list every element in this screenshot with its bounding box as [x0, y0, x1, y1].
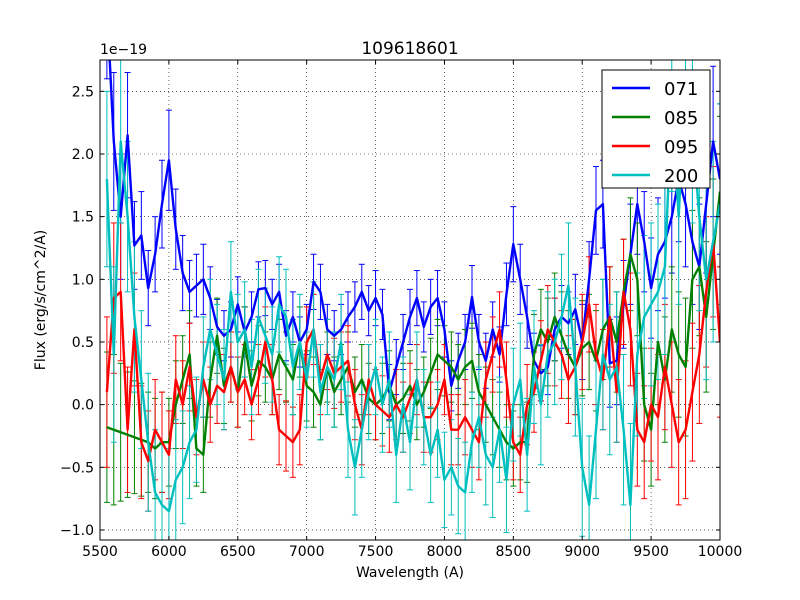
plot-area: 5500 6000 6500 7000 7500 8000 8500 9000 9500 1000… — [60, 59, 743, 560]
y-tick-label: 0.5 — [72, 335, 94, 351]
legend-label-085: 085 — [664, 108, 698, 129]
x-tick-label: 5500 — [82, 544, 118, 560]
series-line-071 — [108, 60, 720, 394]
y-tick-label: 1.5 — [72, 210, 94, 226]
x-tick-label: 8000 — [427, 544, 463, 560]
x-tick-label: 10000 — [698, 544, 743, 560]
legend-label-095: 095 — [664, 137, 698, 158]
y-axis-label: Flux (erg/s/cm^2/A) — [33, 230, 49, 370]
y-tick-label: 2.0 — [72, 147, 94, 163]
x-tick-label: 9000 — [564, 544, 600, 560]
y-tick-label: −0.5 — [60, 460, 94, 476]
legend-label-200: 200 — [664, 166, 698, 187]
series-layer — [103, 60, 720, 540]
x-tick-label: 6000 — [151, 544, 187, 560]
legend-box — [601, 69, 711, 189]
x-tick-label: 8500 — [496, 544, 532, 560]
series-line-085 — [106, 191, 720, 456]
x-axis-label: Wavelength (A) — [356, 565, 464, 581]
x-tick-label: 7000 — [289, 544, 325, 560]
series-line-200 — [105, 77, 720, 513]
x-tick-label: 9500 — [633, 544, 669, 560]
y-tick-label: 1.0 — [72, 272, 94, 288]
axes-frame — [99, 59, 721, 541]
y-tick-label: 2.5 — [72, 84, 94, 100]
legend: 071 085 095 200 — [601, 69, 711, 189]
y-tick-label: −1.0 — [60, 523, 94, 539]
x-tick-label: 7500 — [358, 544, 394, 560]
y-tick-label: 0.0 — [72, 398, 94, 414]
chart-title: 109618601 — [361, 39, 458, 59]
legend-label-071: 071 — [664, 79, 698, 100]
x-tick-label: 6500 — [220, 544, 256, 560]
y-axis-offset-label: 1e−19 — [100, 42, 147, 58]
